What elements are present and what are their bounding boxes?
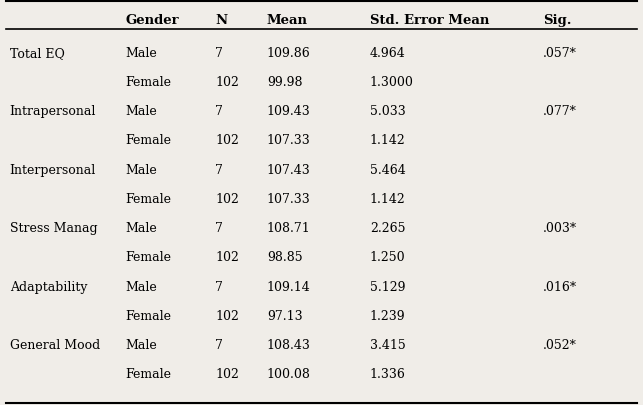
Text: 1.3000: 1.3000 — [370, 76, 413, 89]
Text: 1.336: 1.336 — [370, 367, 406, 380]
Text: 102: 102 — [215, 309, 239, 322]
Text: Female: Female — [125, 251, 172, 264]
Text: 1.142: 1.142 — [370, 134, 406, 147]
Text: 1.142: 1.142 — [370, 192, 406, 205]
Text: Mean: Mean — [267, 14, 308, 27]
Text: 109.14: 109.14 — [267, 280, 311, 293]
Text: 5.464: 5.464 — [370, 163, 406, 176]
Text: .003*: .003* — [543, 222, 577, 234]
Text: General Mood: General Mood — [10, 338, 100, 351]
Text: Male: Male — [125, 338, 157, 351]
Text: 98.85: 98.85 — [267, 251, 302, 264]
Text: 109.43: 109.43 — [267, 105, 311, 118]
Text: 5.033: 5.033 — [370, 105, 406, 118]
Text: Interpersonal: Interpersonal — [10, 163, 96, 176]
Text: Female: Female — [125, 76, 172, 89]
Text: 102: 102 — [215, 134, 239, 147]
Text: 7: 7 — [215, 222, 223, 234]
Text: 7: 7 — [215, 163, 223, 176]
Text: Female: Female — [125, 309, 172, 322]
Text: 107.33: 107.33 — [267, 192, 311, 205]
Text: Male: Male — [125, 280, 157, 293]
Text: Adaptability: Adaptability — [10, 280, 87, 293]
Text: 7: 7 — [215, 105, 223, 118]
Text: Sig.: Sig. — [543, 14, 572, 27]
Text: Std. Error Mean: Std. Error Mean — [370, 14, 489, 27]
Text: .057*: .057* — [543, 47, 577, 60]
Text: 108.43: 108.43 — [267, 338, 311, 351]
Text: Gender: Gender — [125, 14, 179, 27]
Text: 102: 102 — [215, 192, 239, 205]
Text: 108.71: 108.71 — [267, 222, 311, 234]
Text: .077*: .077* — [543, 105, 577, 118]
Text: Male: Male — [125, 163, 157, 176]
Text: 3.415: 3.415 — [370, 338, 406, 351]
Text: Total EQ: Total EQ — [10, 47, 64, 60]
Text: .052*: .052* — [543, 338, 577, 351]
Text: Male: Male — [125, 222, 157, 234]
Text: 1.239: 1.239 — [370, 309, 405, 322]
Text: 5.129: 5.129 — [370, 280, 405, 293]
Text: Male: Male — [125, 47, 157, 60]
Text: 102: 102 — [215, 367, 239, 380]
Text: .016*: .016* — [543, 280, 577, 293]
Text: Female: Female — [125, 192, 172, 205]
Text: 107.43: 107.43 — [267, 163, 311, 176]
Text: Intrapersonal: Intrapersonal — [10, 105, 96, 118]
Text: N: N — [215, 14, 228, 27]
Text: 7: 7 — [215, 338, 223, 351]
Text: 109.86: 109.86 — [267, 47, 311, 60]
Text: 2.265: 2.265 — [370, 222, 405, 234]
Text: 99.98: 99.98 — [267, 76, 302, 89]
Text: 1.250: 1.250 — [370, 251, 405, 264]
Text: Male: Male — [125, 105, 157, 118]
Text: 102: 102 — [215, 76, 239, 89]
Text: 7: 7 — [215, 280, 223, 293]
Text: 102: 102 — [215, 251, 239, 264]
Text: 7: 7 — [215, 47, 223, 60]
Text: 4.964: 4.964 — [370, 47, 406, 60]
Text: 100.08: 100.08 — [267, 367, 311, 380]
Text: Female: Female — [125, 367, 172, 380]
Text: Stress Manag: Stress Manag — [10, 222, 97, 234]
Text: Female: Female — [125, 134, 172, 147]
Text: 107.33: 107.33 — [267, 134, 311, 147]
Text: 97.13: 97.13 — [267, 309, 302, 322]
